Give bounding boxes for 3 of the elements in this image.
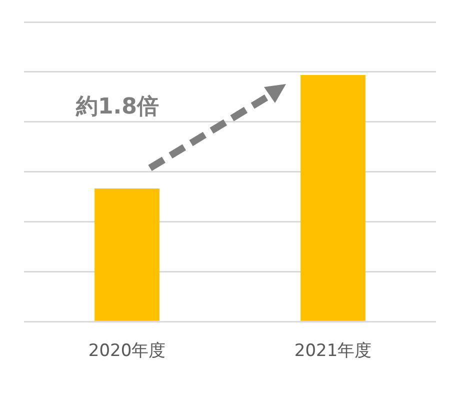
x-tick-label: 2020年度 xyxy=(88,341,166,362)
annotation: 約1.8倍 xyxy=(75,94,159,120)
x-tick-label: 2021年度 xyxy=(294,341,372,362)
